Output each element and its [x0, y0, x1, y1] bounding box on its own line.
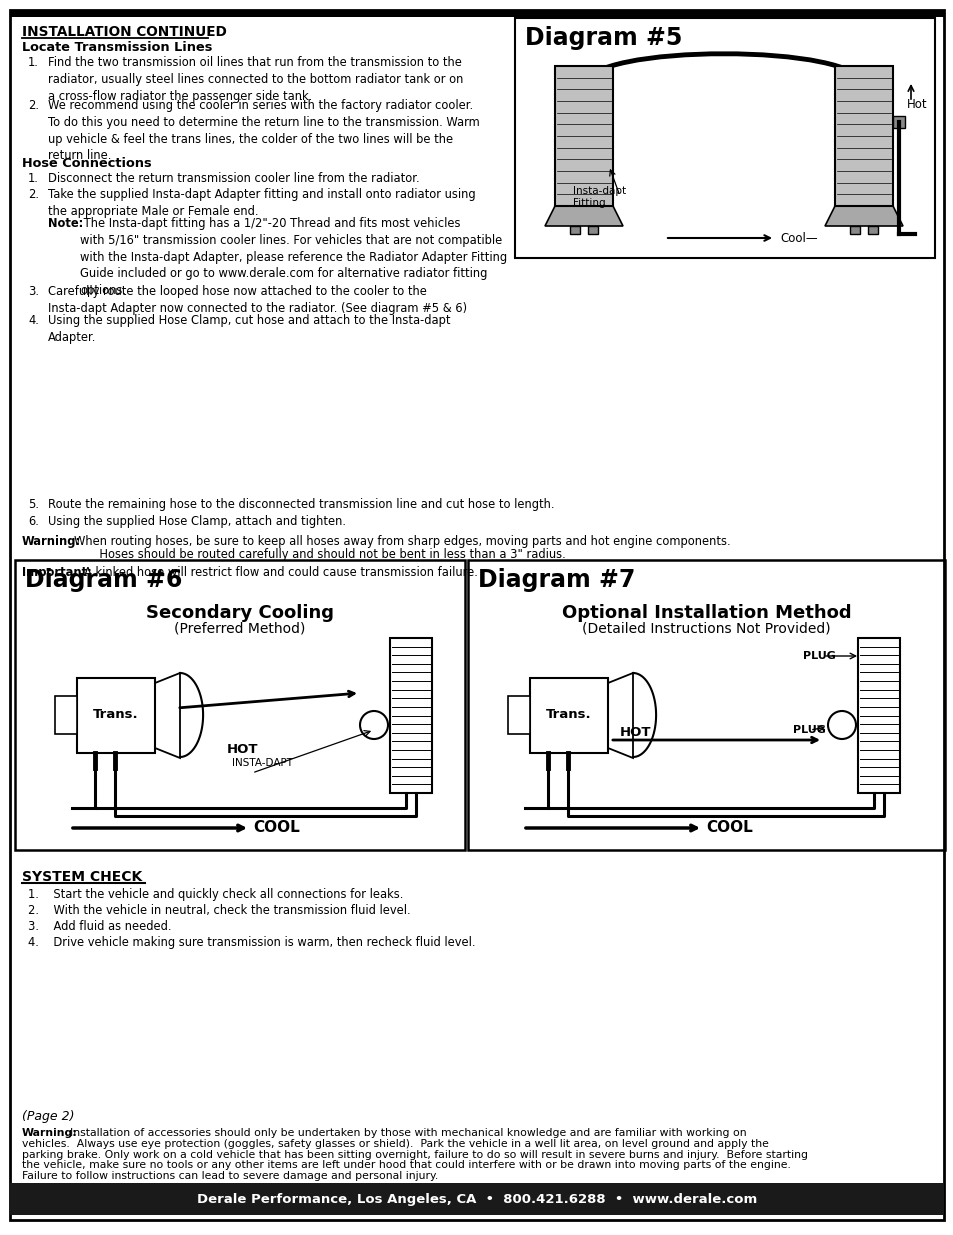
Text: Using the supplied Hose Clamp, attach and tighten.: Using the supplied Hose Clamp, attach an… [48, 515, 346, 529]
Text: Trans.: Trans. [546, 709, 591, 721]
Text: Find the two transmission oil lines that run from the transmission to the
radiat: Find the two transmission oil lines that… [48, 56, 463, 103]
Text: 2.: 2. [28, 99, 39, 112]
Polygon shape [824, 206, 902, 226]
Text: 3.    Add fluid as needed.: 3. Add fluid as needed. [28, 920, 172, 932]
Text: Warning:: Warning: [22, 535, 81, 548]
Bar [849, 226, 859, 233]
Text: When routing hoses, be sure to keep all hoses away from sharp edges, moving part: When routing hoses, be sure to keep all … [74, 535, 730, 548]
Text: Diagram #6: Diagram #6 [25, 568, 182, 592]
Text: 1.: 1. [28, 172, 39, 185]
Text: (Detailed Instructions Not Provided): (Detailed Instructions Not Provided) [581, 622, 830, 636]
Text: PLUG: PLUG [802, 651, 835, 661]
Bar [515, 19, 934, 258]
Bar [569, 226, 579, 233]
Bar [892, 116, 904, 128]
Text: 3.: 3. [28, 285, 39, 298]
Text: INSTA-DAPT: INSTA-DAPT [232, 758, 293, 768]
Text: INSTALLATION CONTINUED: INSTALLATION CONTINUED [22, 25, 227, 40]
Text: 2.: 2. [28, 188, 39, 201]
Text: Take the supplied Insta-dapt Adapter fitting and install onto radiator using
the: Take the supplied Insta-dapt Adapter fit… [48, 188, 476, 217]
Text: HOT: HOT [227, 743, 258, 756]
Text: COOL: COOL [705, 820, 752, 836]
Text: Derale Performance, Los Angeles, CA  •  800.421.6288  •  www.derale.com: Derale Performance, Los Angeles, CA • 80… [196, 1193, 757, 1205]
Bar [555, 65, 613, 206]
Text: 4.    Drive vehicle making sure transmission is warm, then recheck fluid level.: 4. Drive vehicle making sure transmissio… [28, 936, 475, 948]
Text: SYSTEM CHECK: SYSTEM CHECK [22, 869, 142, 884]
Circle shape [359, 711, 388, 739]
Text: COOL: COOL [253, 820, 299, 836]
Text: (Page 2): (Page 2) [22, 1110, 74, 1123]
Text: the vehicle, make sure no tools or any other items are left under hood that coul: the vehicle, make sure no tools or any o… [22, 1161, 790, 1171]
Text: A kinked hose will restrict flow and could cause transmission failure.: A kinked hose will restrict flow and cou… [84, 566, 477, 579]
Text: Hose Connections: Hose Connections [22, 157, 152, 170]
Text: Diagram #5: Diagram #5 [524, 26, 681, 49]
Text: Cool—: Cool— [780, 231, 817, 245]
Text: Locate Transmission Lines: Locate Transmission Lines [22, 41, 213, 54]
Text: parking brake. Only work on a cold vehicle that has been sitting overnight, fail: parking brake. Only work on a cold vehic… [22, 1150, 807, 1160]
Bar [468, 559, 944, 850]
Bar [867, 226, 877, 233]
Text: Route the remaining hose to the disconnected transmission line and cut hose to l: Route the remaining hose to the disconne… [48, 498, 554, 511]
Text: Important:: Important: [22, 566, 91, 579]
Text: Hot: Hot [906, 98, 926, 110]
Text: 6.: 6. [28, 515, 39, 529]
Text: 2.    With the vehicle in neutral, check the transmission fluid level.: 2. With the vehicle in neutral, check th… [28, 904, 410, 918]
Text: HOT: HOT [619, 726, 651, 739]
Text: Trans.: Trans. [93, 709, 139, 721]
Text: We recommend using the cooler in series with the factory radiator cooler.
To do : We recommend using the cooler in series … [48, 99, 479, 162]
Text: 1.    Start the vehicle and quickly check all connections for leaks.: 1. Start the vehicle and quickly check a… [28, 888, 403, 902]
Text: Insta-dapt
Fitting: Insta-dapt Fitting [573, 186, 625, 209]
Bar [55, 697, 77, 734]
Bar [834, 65, 892, 206]
Bar [10, 10, 943, 17]
Polygon shape [544, 206, 622, 226]
Polygon shape [154, 673, 180, 758]
Bar [507, 697, 530, 734]
Text: Using the supplied Hose Clamp, cut hose and attach to the Insta-dapt
Adapter.: Using the supplied Hose Clamp, cut hose … [48, 314, 450, 343]
Bar [10, 1183, 943, 1215]
Text: Warning:: Warning: [22, 1128, 77, 1137]
Text: Disconnect the return transmission cooler line from the radiator.: Disconnect the return transmission coole… [48, 172, 419, 185]
Text: Note:: Note: [48, 217, 83, 230]
Text: The Insta-dapt fitting has a 1/2"-20 Thread and fits most vehicles
with 5/16" tr: The Insta-dapt fitting has a 1/2"-20 Thr… [80, 217, 507, 298]
Text: Failure to follow instructions can lead to severe damage and personal injury.: Failure to follow instructions can lead … [22, 1171, 437, 1181]
Text: 5.: 5. [28, 498, 39, 511]
Polygon shape [607, 673, 633, 758]
Text: Installation of accessories should only be undertaken by those with mechanical k: Installation of accessories should only … [70, 1128, 746, 1137]
Text: 1.: 1. [28, 56, 39, 69]
Bar [530, 678, 607, 753]
Bar [15, 559, 464, 850]
Bar [390, 638, 432, 793]
Text: 4.: 4. [28, 314, 39, 327]
Circle shape [827, 711, 855, 739]
Text: Diagram #7: Diagram #7 [477, 568, 635, 592]
Bar [587, 226, 598, 233]
Text: vehicles.  Always use eye protection (goggles, safety glasses or shield).  Park : vehicles. Always use eye protection (gog… [22, 1139, 768, 1149]
Text: Hoses should be routed carefully and should not be bent in less than a 3" radius: Hoses should be routed carefully and sho… [74, 548, 565, 561]
Text: Carefully route the looped hose now attached to the cooler to the
Insta-dapt Ada: Carefully route the looped hose now atta… [48, 285, 467, 315]
Text: PLUG: PLUG [792, 725, 825, 735]
Bar [857, 638, 899, 793]
Text: Secondary Cooling: Secondary Cooling [146, 604, 334, 622]
Bar [77, 678, 154, 753]
Text: Optional Installation Method: Optional Installation Method [561, 604, 850, 622]
Text: (Preferred Method): (Preferred Method) [174, 622, 305, 636]
